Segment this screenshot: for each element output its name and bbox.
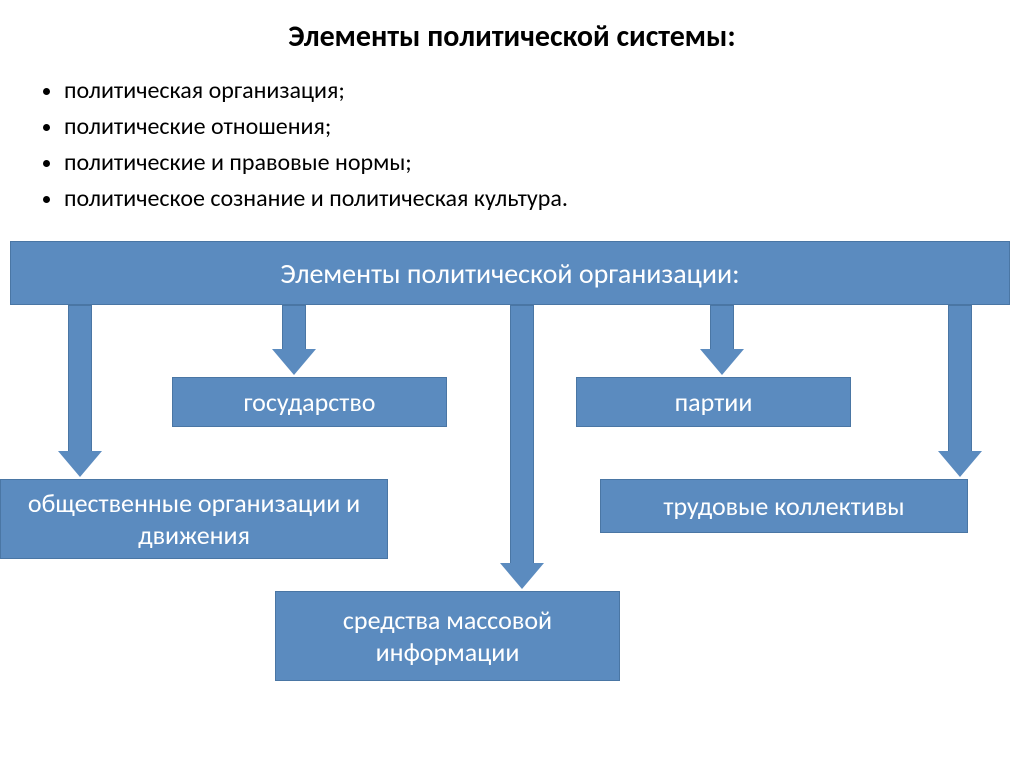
arrow-state — [272, 305, 316, 375]
node-orgs: общественные организации и движения — [0, 479, 388, 559]
bullet-item: политическая организация; — [64, 73, 1024, 109]
arrow-parties — [700, 305, 744, 375]
bullet-item: политические отношения; — [64, 109, 1024, 145]
node-state: государство — [172, 377, 447, 427]
bullet-item: политические и правовые нормы; — [64, 145, 1024, 181]
node-labor: трудовые коллективы — [600, 479, 968, 533]
bullet-list: политическая организация;политические от… — [0, 55, 1024, 217]
node-media: средства массовой информации — [275, 591, 620, 681]
org-diagram: Элементы политической организации: госуда… — [0, 241, 1024, 701]
arrow-labor — [938, 305, 982, 477]
node-parties: партии — [576, 377, 851, 427]
page-title: Элементы политической системы: — [0, 0, 1024, 55]
arrow-media — [500, 305, 544, 589]
arrow-orgs — [58, 305, 102, 477]
bullet-item: политическое сознание и политическая кул… — [64, 181, 1024, 217]
node-header: Элементы политической организации: — [10, 241, 1010, 305]
